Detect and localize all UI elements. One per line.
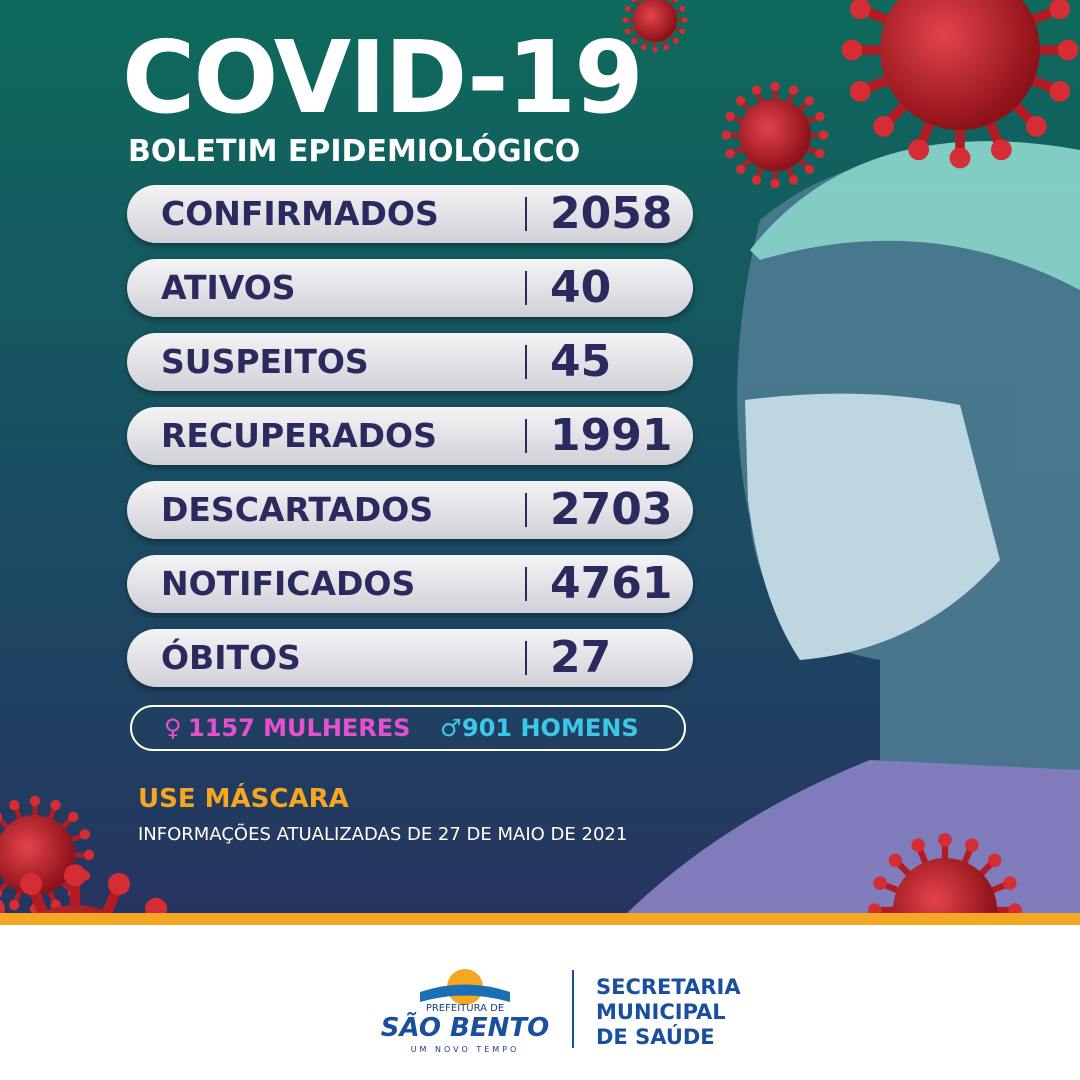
logo-top: PREFEITURA DE	[425, 1003, 505, 1014]
women: 1157 MULHERES	[188, 707, 410, 749]
row-label: SUSPEITOS	[161, 342, 369, 381]
row-label: DESCARTADOS	[161, 490, 434, 529]
department-line: DE SAÚDE	[596, 1025, 715, 1049]
logo-sun	[420, 969, 510, 1005]
department-line: MUNICIPAL	[596, 1000, 726, 1024]
department: SECRETARIA MUNICIPAL DE SAÚDE	[596, 975, 741, 1050]
row-divider	[525, 493, 527, 527]
logo-name: SÃO BENTO	[380, 1013, 550, 1043]
women-label: MULHERES	[263, 714, 411, 742]
row: CONFIRMADOS 2058	[127, 185, 693, 243]
row: RECUPERADOS 1991	[127, 407, 693, 465]
row-divider	[525, 271, 527, 305]
row-value: 2703	[550, 484, 673, 535]
subtitle: BOLETIM EPIDEMIOLÓGICO	[128, 134, 581, 169]
row: ÓBITOS 27	[127, 629, 693, 687]
men-count: 901	[462, 714, 513, 742]
department-line: SECRETARIA	[596, 975, 741, 999]
men-icon: ♂	[440, 714, 462, 742]
row-label: CONFIRMADOS	[161, 194, 439, 233]
women-count: 1157	[188, 714, 255, 742]
women-icon: ♀	[164, 714, 182, 742]
row-value: 1991	[550, 410, 673, 461]
nurse	[620, 141, 1080, 921]
logo-motto: UM NOVO TEMPO	[410, 1045, 520, 1054]
row-divider	[525, 641, 527, 675]
row-label: NOTIFICADOS	[161, 564, 416, 603]
row-label: RECUPERADOS	[161, 416, 437, 455]
men: 901 HOMENS	[462, 707, 639, 749]
row-divider	[525, 567, 527, 601]
row-divider	[525, 419, 527, 453]
virus	[721, 81, 829, 189]
row-value: 40	[550, 262, 612, 313]
notice: USE MÁSCARA	[138, 784, 349, 814]
footer: PREFEITURA DE SÃO BENTO UM NOVO TEMPO SE…	[0, 925, 1080, 1080]
row: NOTIFICADOS 4761	[127, 555, 693, 613]
row: SUSPEITOS 45	[127, 333, 693, 391]
virus	[622, 0, 688, 53]
row: DESCARTADOS 2703	[127, 481, 693, 539]
row-label: ÓBITOS	[161, 638, 301, 677]
divider	[572, 970, 574, 1048]
title: COVID-19	[122, 19, 644, 136]
gender-box: ♀ 1157 MULHERES ♂ 901 HOMENS	[130, 705, 686, 751]
updated: INFORMAÇÕES ATUALIZADAS DE 27 DE MAIO DE…	[138, 824, 628, 845]
row-value: 45	[550, 336, 612, 387]
virus	[841, 0, 1079, 169]
stripe	[0, 913, 1080, 925]
row-value: 4761	[550, 558, 673, 609]
row-divider	[525, 197, 527, 231]
row: ATIVOS 40	[127, 259, 693, 317]
row-value: 27	[550, 632, 612, 683]
row-value: 2058	[550, 188, 673, 239]
row-divider	[525, 345, 527, 379]
men-label: HOMENS	[520, 714, 639, 742]
row-label: ATIVOS	[161, 268, 296, 307]
